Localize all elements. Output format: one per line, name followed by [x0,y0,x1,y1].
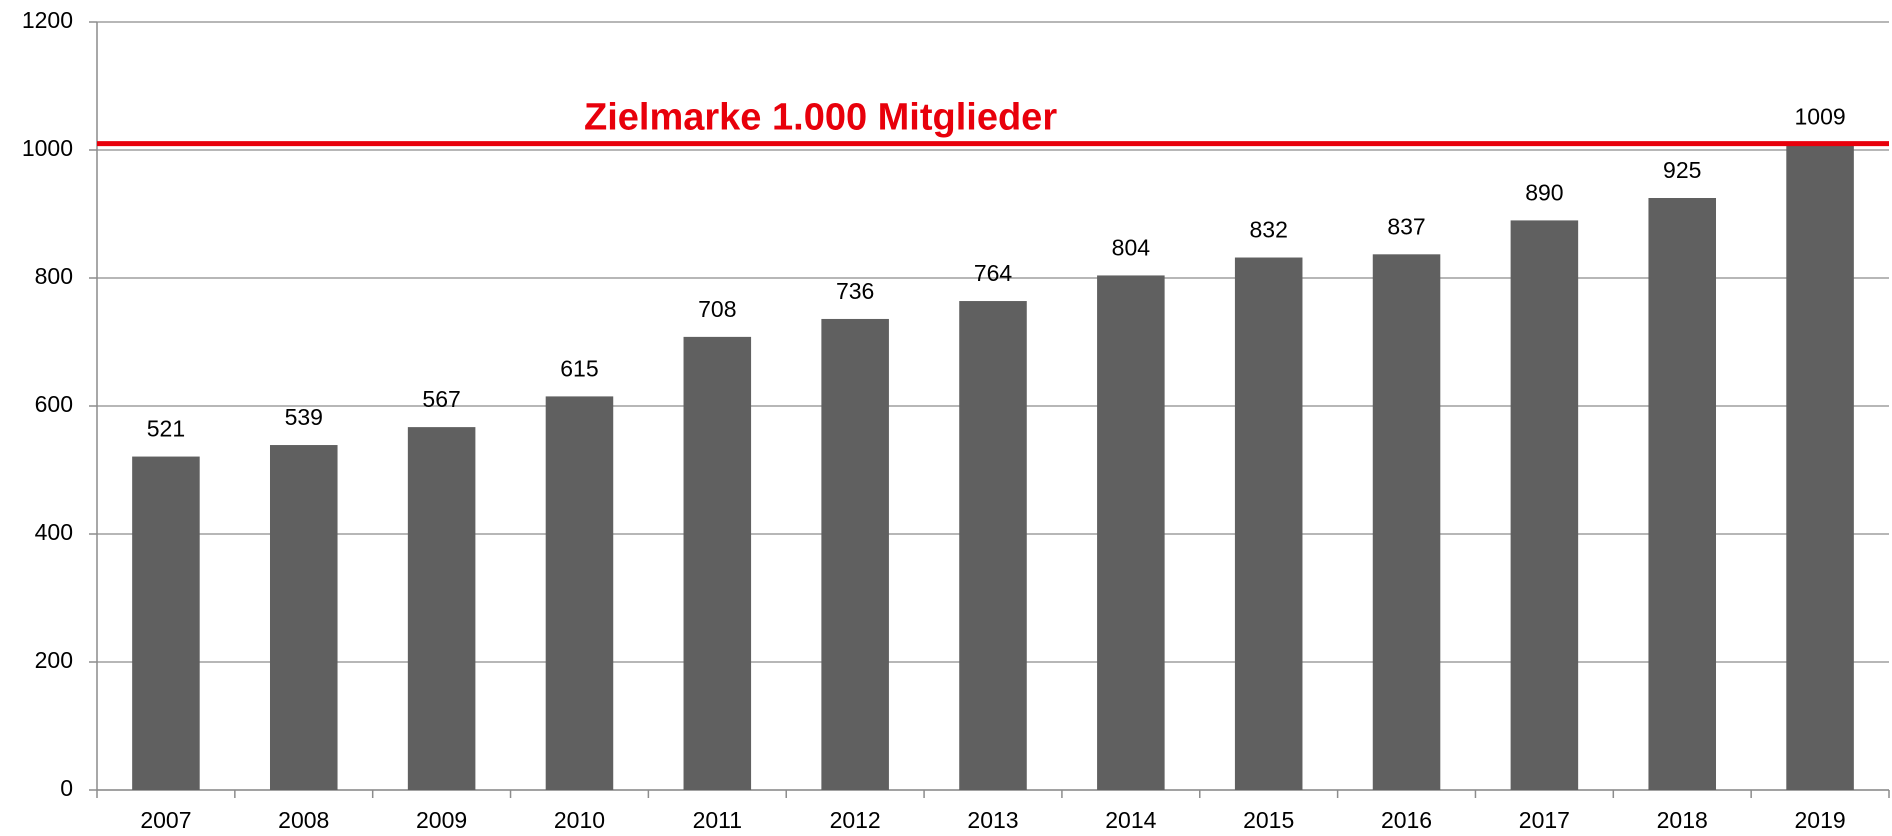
x-tick-label: 2010 [554,807,605,833]
data-label: 890 [1525,179,1563,205]
x-tick-label: 2014 [1105,807,1156,833]
bar [1234,257,1303,790]
x-tick-label: 2015 [1243,807,1294,833]
y-tick-label: 1000 [22,135,73,161]
y-tick-label: 800 [35,263,73,289]
x-tick-label: 2011 [693,807,742,833]
x-tick-label: 2017 [1519,807,1570,833]
data-label: 837 [1387,213,1425,239]
y-tick-label: 1200 [22,7,73,33]
data-label: 925 [1663,157,1701,183]
data-label: 521 [147,416,185,442]
bar [407,427,476,790]
x-tick-label: 2016 [1381,807,1432,833]
bar [959,301,1027,790]
bar [132,456,200,790]
data-label: 832 [1250,217,1288,243]
bar [1648,198,1717,790]
y-tick-label: 0 [60,775,73,801]
data-label: 764 [974,260,1013,286]
x-tick-label: 2019 [1794,807,1845,833]
x-tick-label: 2008 [278,807,329,833]
bar [683,336,752,790]
bar [269,445,338,790]
x-tick-label: 2013 [967,807,1018,833]
y-tick-label: 200 [35,647,73,673]
bar [1097,275,1165,790]
y-tick-label: 600 [35,391,73,417]
x-tick-label: 2009 [416,807,467,833]
data-label: 804 [1112,235,1151,261]
y-tick-label: 400 [35,519,73,545]
bar [1372,254,1441,790]
data-label: 615 [560,355,598,381]
bar [545,396,614,790]
x-tick-label: 2018 [1657,807,1708,833]
data-label: 539 [285,404,323,430]
x-tick-label: 2012 [830,807,881,833]
data-label: 567 [422,386,460,412]
bar [821,318,889,790]
x-tick-label: 2007 [140,807,191,833]
bar [1786,144,1854,791]
data-label: 1009 [1794,103,1845,129]
bar [1510,220,1579,790]
data-label: 708 [698,296,736,322]
data-label: 736 [836,278,874,304]
annotation: Zielmarke 1.000 Mitglieder [584,97,1057,139]
